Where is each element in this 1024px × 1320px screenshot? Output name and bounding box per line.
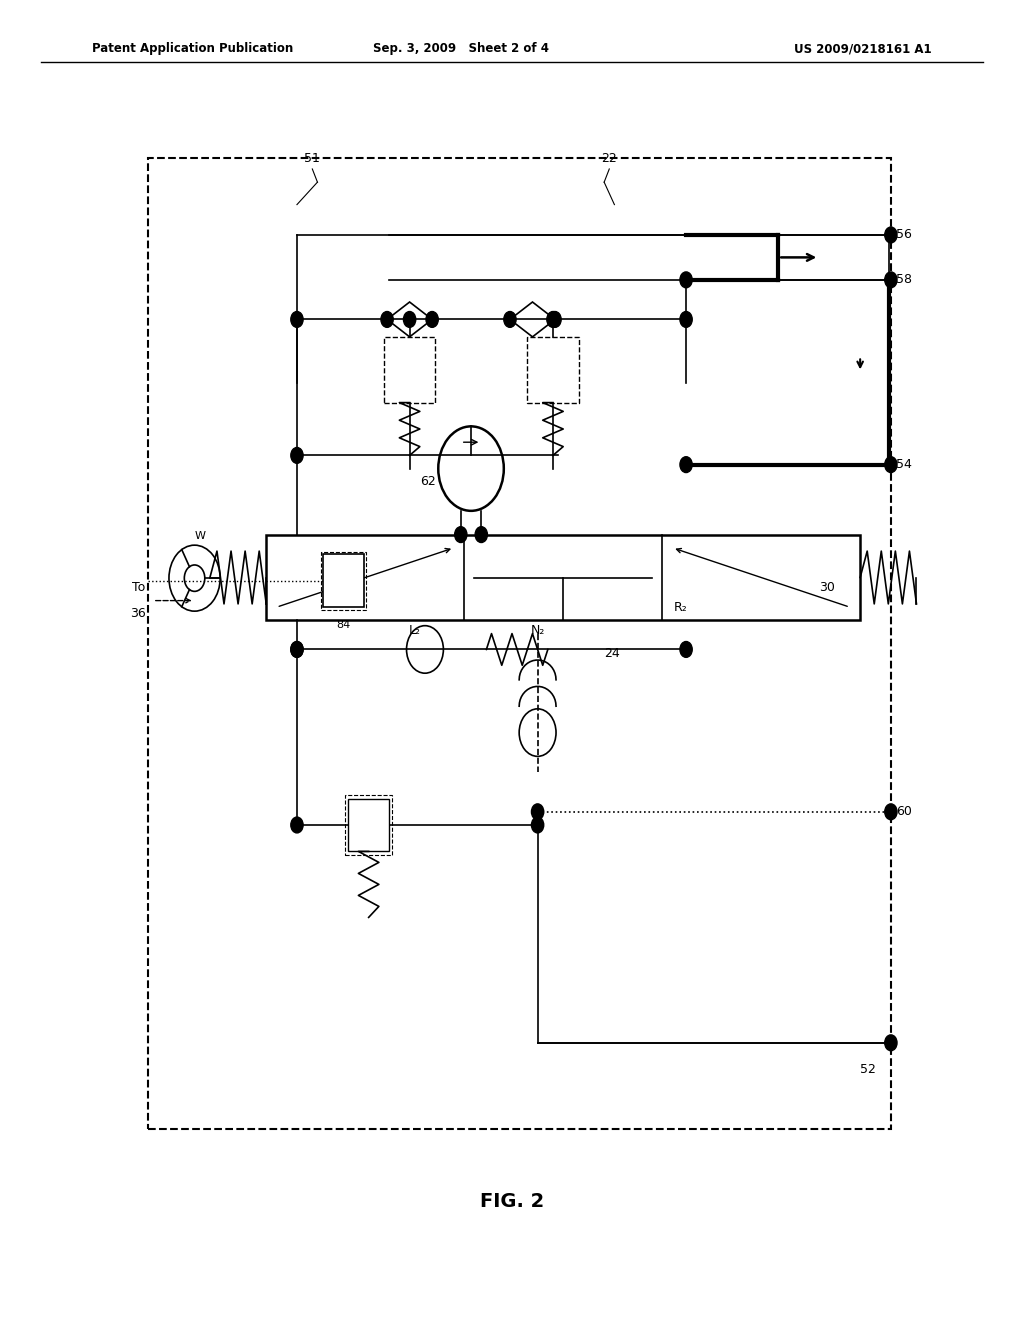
Circle shape: [531, 804, 544, 820]
Text: 22: 22: [601, 152, 617, 165]
Bar: [527, 337, 579, 403]
Circle shape: [426, 312, 438, 327]
Text: R₂: R₂: [674, 601, 688, 614]
Circle shape: [475, 527, 487, 543]
Circle shape: [885, 227, 897, 243]
Text: N₂: N₂: [530, 624, 545, 638]
Bar: [266, 535, 860, 620]
Text: 84: 84: [336, 620, 350, 631]
Circle shape: [455, 527, 467, 543]
Circle shape: [291, 817, 303, 833]
Text: 58: 58: [896, 273, 912, 286]
Circle shape: [531, 817, 544, 833]
Circle shape: [885, 272, 897, 288]
Text: L₂: L₂: [409, 624, 421, 638]
Text: Patent Application Publication: Patent Application Publication: [92, 42, 294, 55]
Text: 30: 30: [819, 581, 836, 594]
Circle shape: [547, 312, 559, 327]
Circle shape: [680, 642, 692, 657]
Bar: [321, 552, 366, 610]
Circle shape: [680, 312, 692, 327]
Text: 36: 36: [130, 607, 146, 620]
Text: 62: 62: [420, 475, 435, 488]
Text: Sep. 3, 2009   Sheet 2 of 4: Sep. 3, 2009 Sheet 2 of 4: [373, 42, 549, 55]
Bar: [384, 337, 435, 403]
Text: To: To: [132, 581, 144, 594]
Circle shape: [504, 312, 516, 327]
Circle shape: [680, 272, 692, 288]
Text: 56: 56: [896, 228, 912, 242]
Circle shape: [885, 457, 897, 473]
Bar: [345, 795, 392, 855]
Text: 52: 52: [860, 1063, 877, 1076]
Circle shape: [381, 312, 393, 327]
Text: 24: 24: [604, 647, 620, 660]
Circle shape: [291, 447, 303, 463]
Text: W: W: [195, 531, 205, 541]
Circle shape: [291, 642, 303, 657]
Circle shape: [680, 457, 692, 473]
Circle shape: [291, 312, 303, 327]
Text: FIG. 2: FIG. 2: [480, 1192, 544, 1210]
Circle shape: [549, 312, 561, 327]
Bar: [323, 554, 364, 607]
Bar: [348, 799, 389, 851]
Text: 51: 51: [304, 152, 321, 165]
Text: 60: 60: [896, 805, 912, 818]
Circle shape: [403, 312, 416, 327]
Circle shape: [885, 1035, 897, 1051]
Circle shape: [885, 804, 897, 820]
Text: US 2009/0218161 A1: US 2009/0218161 A1: [795, 42, 932, 55]
Text: 54: 54: [896, 458, 912, 471]
Circle shape: [291, 642, 303, 657]
